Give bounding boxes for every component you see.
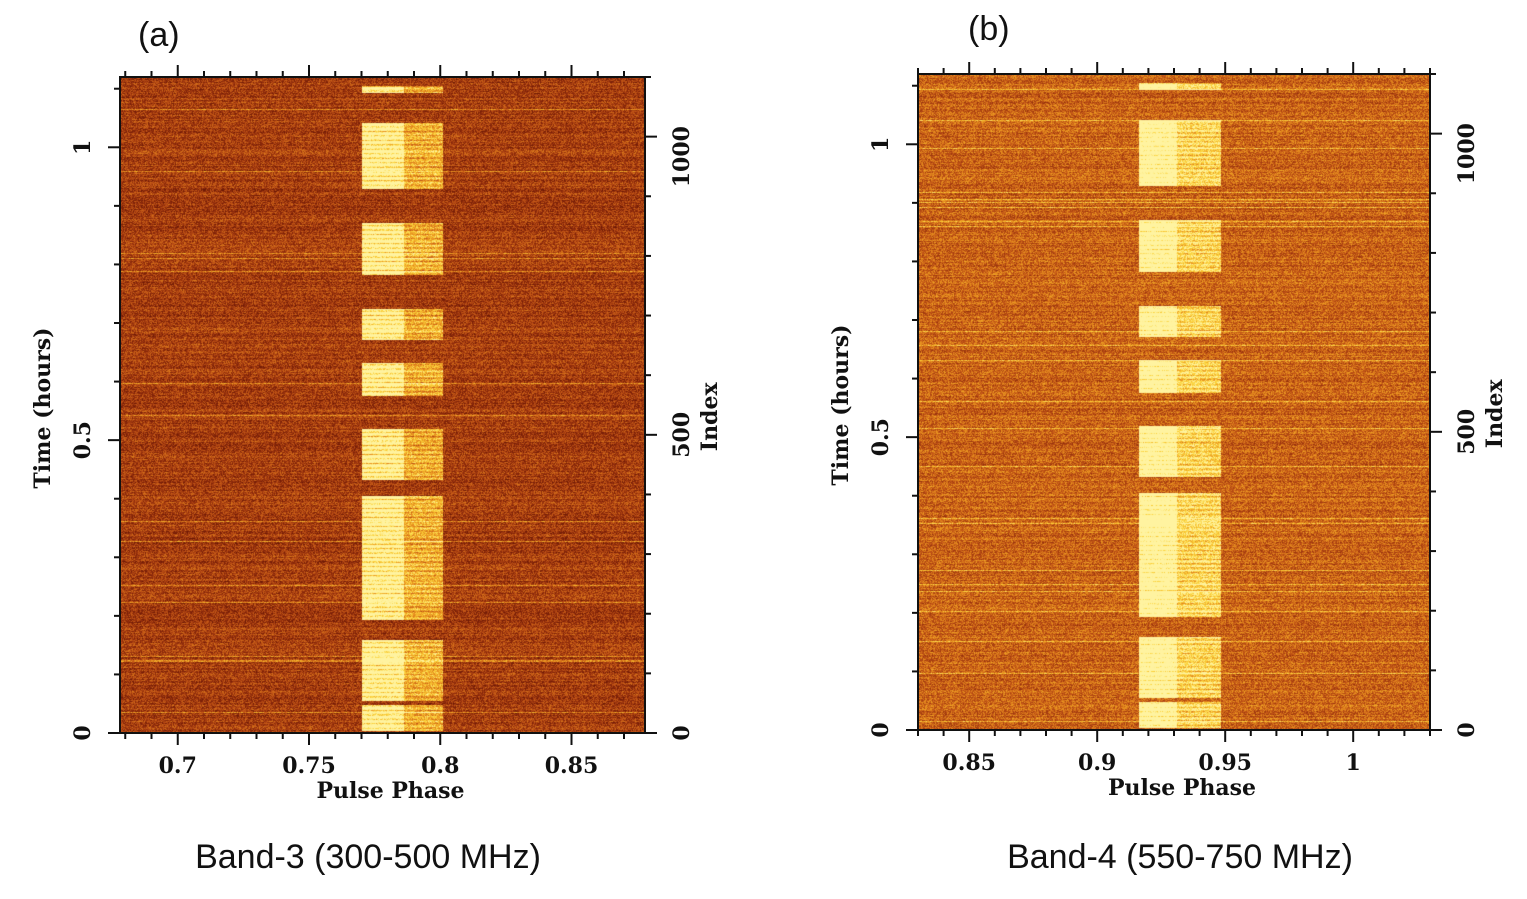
x-tick-label: 0.8 xyxy=(421,753,459,779)
plot-frame xyxy=(917,73,1431,731)
y-tick-label: 0 xyxy=(70,725,96,740)
heatmap-band4 xyxy=(918,74,1430,730)
x-tick-label: 0.85 xyxy=(545,753,599,779)
heatmap-band3 xyxy=(120,77,645,733)
x-tick-label: 0.95 xyxy=(1198,750,1252,776)
y-tick-label: 0.5 xyxy=(868,418,894,456)
y2-tick-label: 500 xyxy=(669,412,695,458)
y2-tick-label: 0 xyxy=(1454,722,1480,737)
panel-label-b: (b) xyxy=(968,10,1010,48)
y-tick-label: 0 xyxy=(868,722,894,737)
x-tick-label: 0.9 xyxy=(1078,750,1116,776)
y2-axis-title: Index xyxy=(697,382,723,452)
y2-axis-title: Index xyxy=(1482,379,1508,449)
x-tick-label: 0.7 xyxy=(159,753,197,779)
y-tick-label: 1 xyxy=(868,137,894,152)
y-axis-title: Time (hours) xyxy=(30,327,56,488)
caption-band4: Band-4 (550-750 MHz) xyxy=(1007,838,1353,876)
y-tick-label: 1 xyxy=(70,140,96,155)
x-axis-title: Pulse Phase xyxy=(316,778,464,804)
caption-band3: Band-3 (300-500 MHz) xyxy=(195,838,541,876)
x-tick-label: 1 xyxy=(1346,750,1361,776)
axes-panel-1: 0.85 0.9 0.95 1 0 0.5 1 0 500 1000 Pulse Phase Time… xyxy=(828,62,1508,801)
y2-tick-label: 1000 xyxy=(669,126,695,187)
y-axis-title: Time (hours) xyxy=(828,324,854,485)
x-axis-title: Pulse Phase xyxy=(1108,775,1256,801)
y2-tick-label: 1000 xyxy=(1454,123,1480,184)
plot-frame xyxy=(119,76,646,734)
y-tick-label: 0.5 xyxy=(70,421,96,459)
y2-tick-label: 500 xyxy=(1454,409,1480,455)
x-tick-label: 0.85 xyxy=(942,750,996,776)
y2-tick-label: 0 xyxy=(669,725,695,740)
panel-label-a: (a) xyxy=(138,16,180,54)
axes-panel-0: 0.7 0.75 0.8 0.85 0 0.5 1 0 500 1000 Pulse Phase Ti… xyxy=(30,65,723,804)
x-tick-label: 0.75 xyxy=(282,753,336,779)
